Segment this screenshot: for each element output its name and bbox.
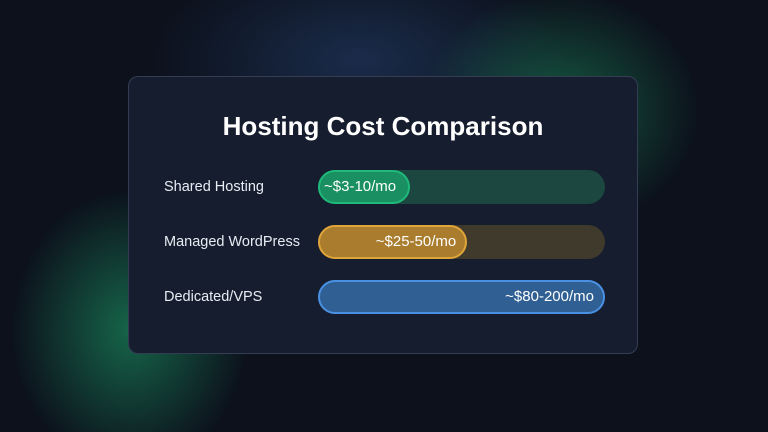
bar-category-label: Shared Hosting [164, 179, 264, 195]
bar-fill: ~$80-200/mo [318, 280, 605, 314]
chart-title: Hosting Cost Comparison [222, 111, 544, 141]
bar-row: Dedicated/VPS ~$80-200/mo [129, 280, 637, 316]
bar-track: ~$3-10/mo [318, 170, 605, 204]
bar-track: ~$25-50/mo [318, 225, 605, 259]
bar-category-label: Managed WordPress [164, 234, 300, 250]
bar-row: Shared Hosting ~$3-10/mo [129, 170, 637, 206]
bar-fill: ~$3-10/mo [318, 170, 410, 204]
bar-category-label: Dedicated/VPS [164, 289, 263, 305]
bar-track: ~$80-200/mo [318, 280, 605, 314]
bar-row: Managed WordPress ~$25-50/mo [129, 225, 637, 261]
comparison-card: Hosting Cost Comparison Shared Hosting ~… [128, 76, 638, 354]
bar-fill: ~$25-50/mo [318, 225, 468, 259]
